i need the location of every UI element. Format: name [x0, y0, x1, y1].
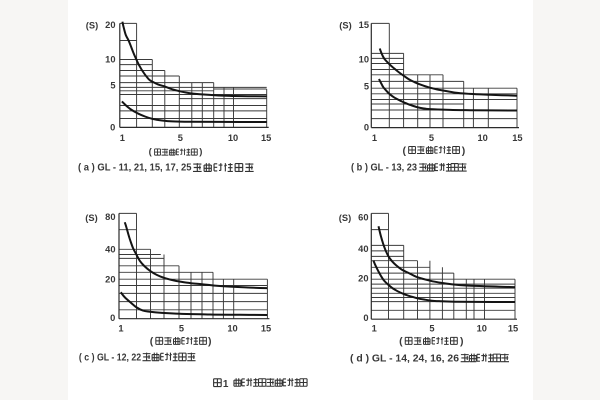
svg-text:1: 1 [120, 133, 125, 143]
svg-text:): ) [460, 336, 464, 348]
svg-text:( b ) GL - 13, 23: ( b ) GL - 13, 23 [351, 163, 417, 174]
svg-text:20: 20 [105, 20, 115, 30]
svg-text:1: 1 [372, 323, 377, 333]
svg-text:(S): (S) [339, 20, 351, 30]
svg-text:): ) [199, 147, 202, 158]
svg-text:5: 5 [179, 323, 184, 333]
svg-text:10: 10 [227, 323, 237, 333]
svg-text:0: 0 [363, 313, 368, 323]
svg-text:80: 80 [105, 212, 115, 222]
svg-text:0: 0 [364, 122, 369, 132]
svg-text:): ) [462, 145, 466, 157]
svg-text:15: 15 [261, 133, 271, 143]
svg-text:0: 0 [110, 313, 115, 323]
svg-text:60: 60 [358, 213, 368, 223]
svg-text:40: 40 [358, 244, 368, 254]
svg-text:5: 5 [110, 80, 115, 90]
svg-text:10: 10 [477, 323, 487, 333]
svg-text:20: 20 [358, 274, 368, 284]
svg-text:1: 1 [118, 323, 123, 333]
svg-text:(S): (S) [86, 20, 98, 30]
svg-text:(: ( [150, 336, 154, 348]
svg-text:15: 15 [261, 323, 271, 333]
svg-text:15: 15 [508, 323, 518, 333]
svg-text:5: 5 [429, 323, 434, 333]
svg-text:(: ( [149, 147, 153, 158]
svg-text:1: 1 [223, 379, 229, 390]
svg-text:15: 15 [512, 133, 522, 143]
svg-text:40: 40 [105, 244, 115, 254]
svg-text:( d ) GL - 14, 24, 16, 26: ( d ) GL - 14, 24, 16, 26 [350, 353, 459, 364]
svg-text:10: 10 [478, 133, 488, 143]
svg-text:( a ) GL - 11, 21, 15, 17, 25: ( a ) GL - 11, 21, 15, 17, 25 [78, 163, 192, 174]
svg-text:5: 5 [364, 82, 369, 92]
svg-text:(: ( [403, 145, 407, 157]
svg-text:20: 20 [105, 275, 115, 285]
svg-text:10: 10 [228, 133, 238, 143]
svg-text:(S): (S) [339, 213, 351, 223]
svg-text:10: 10 [105, 55, 115, 65]
svg-text:( c ) GL - 12, 22: ( c ) GL - 12, 22 [79, 352, 142, 363]
svg-text:0: 0 [110, 123, 115, 133]
svg-text:(S): (S) [85, 213, 97, 223]
svg-text:1: 1 [372, 133, 377, 143]
svg-text:): ) [208, 336, 212, 348]
svg-text:5: 5 [178, 133, 183, 143]
svg-text:10: 10 [359, 55, 369, 65]
svg-text:(: ( [399, 336, 403, 348]
svg-text:5: 5 [429, 133, 434, 143]
svg-text:15: 15 [359, 20, 369, 30]
